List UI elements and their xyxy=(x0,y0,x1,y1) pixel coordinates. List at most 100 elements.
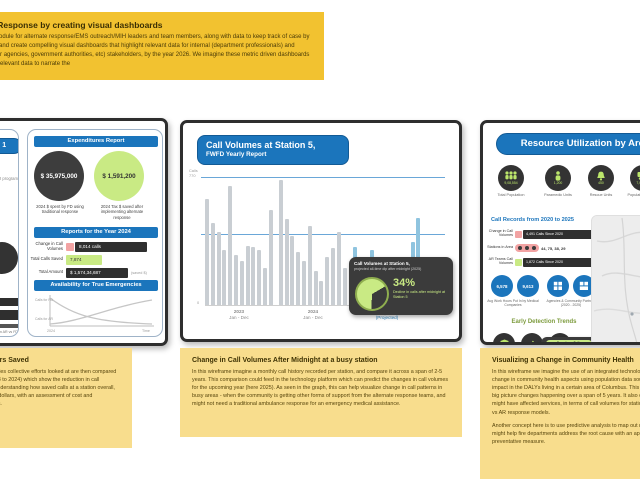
resource-header-pill: Resource Utilization by Area xyxy=(496,133,640,155)
decline-stat-caption: Decline in calls after midnight at Stati… xyxy=(393,290,446,299)
minichart-xright-label: Time xyxy=(142,329,150,333)
note-tax-body: The FD and partner agencies collective e… xyxy=(0,369,117,407)
bar xyxy=(319,281,324,305)
agencies-label: Agencies & Community Partners (2020 - 20… xyxy=(546,299,596,308)
bar-group-2024 xyxy=(278,180,347,305)
record-label: Stations in Area xyxy=(487,245,513,250)
call-volumes-title: Call Volumes at Station 5, xyxy=(206,140,316,150)
bar xyxy=(342,268,347,305)
stat-label-paramedic: Paramedic Units xyxy=(544,193,572,197)
minichart-ytop-label: Calls for FD xyxy=(35,298,53,302)
availability-banner: Availability for True Emergencies xyxy=(34,280,158,291)
people-icon xyxy=(505,171,517,180)
record-value: 4,491 Calls Since 2020 xyxy=(523,229,593,239)
dashboard1-bar2 xyxy=(0,310,18,320)
stat-label-population: Total Population xyxy=(497,193,525,197)
gridline-midnight-avg xyxy=(201,234,445,235)
stat-circle-served: 7,08,100 xyxy=(630,165,640,191)
bar xyxy=(278,180,283,305)
bar xyxy=(210,223,215,305)
report-row-total-amount: Total Amount $ 1,574,34,687 (saved $) xyxy=(30,267,147,278)
x-label-2023: 2023 Jan - Dec xyxy=(229,309,249,320)
wireframe-call-volumes[interactable]: Call Volumes at Station 5, FWFD Yearly R… xyxy=(180,120,462,342)
reports-banner: Reports for the Year 2024 xyxy=(34,227,158,238)
note-call-volumes[interactable]: Change in Call Volumes After Midnight at… xyxy=(180,348,462,437)
project-goal-note[interactable]: Alternate Response by creating visual da… xyxy=(0,12,324,80)
bell-icon xyxy=(597,171,605,181)
bar xyxy=(257,250,262,305)
detection-circle-substance xyxy=(521,333,543,342)
dashboard1-bar3 xyxy=(0,324,18,328)
record-value: 44, 75, 38, 29 xyxy=(541,245,566,251)
goal-note-body: A technology module for alternate respon… xyxy=(0,34,310,67)
row-suffix: (saved $) xyxy=(131,270,147,275)
bar xyxy=(251,247,256,305)
wireframe-resource-utilization[interactable]: Resource Utilization by Area 9,08,554 1,… xyxy=(480,120,640,345)
row-value: $ 1,574,34,687 xyxy=(66,267,128,278)
bar-group-2023 xyxy=(205,186,273,305)
bar xyxy=(233,255,238,305)
stat-circle-population: 9,08,554 xyxy=(498,165,524,191)
agencies-circle-2 xyxy=(573,275,595,297)
saved-circle-caption: 2024 Tax $ saved after implementing alte… xyxy=(100,204,144,220)
dashboard1-caption: metrics overview of AR program xyxy=(0,176,18,181)
note-tax-title: Efforts to Tax Dollars Saved xyxy=(0,357,29,364)
minichart-ybottom-label: Calls for AR xyxy=(35,317,53,321)
map-streets xyxy=(592,216,640,342)
call-records-heading: Call Records from 2020 to 2025 xyxy=(491,217,575,223)
hours-circle-2: 9,613 xyxy=(517,275,539,297)
hours-circle-1: 6,578 xyxy=(491,275,513,297)
blocks-icon xyxy=(579,281,588,290)
stat-label-rescue: Rescue Units xyxy=(589,193,613,197)
y-axis-label: Calls 770 xyxy=(189,168,198,178)
bar xyxy=(205,199,209,305)
pink-chip xyxy=(515,230,522,238)
bar xyxy=(307,226,312,305)
record-row-stations: Stations in Area 44, 75, 38, 29 xyxy=(485,243,565,253)
stat-circle-paramedic: 1,200 xyxy=(545,165,571,191)
note-health-title: Visualizing a Change in Community Health xyxy=(492,357,634,364)
wireframe-tax-dashboard[interactable]: Dashboard 1 metrics overview of AR progr… xyxy=(0,118,168,346)
x-label-2024: 2024 Jan - Dec xyxy=(303,309,323,320)
callout-subtitle: projected all-time dip after midnight (2… xyxy=(354,267,422,271)
bar xyxy=(313,271,318,305)
note-call-title: Change in Call Volumes After Midnight at… xyxy=(192,357,378,364)
bar xyxy=(301,261,306,305)
gridline-max xyxy=(201,177,445,178)
dashboard1-pie-shape xyxy=(0,242,18,274)
dashboard1-bar1 xyxy=(0,298,18,306)
bar xyxy=(290,236,295,305)
report-row-calls-saved: Total Calls Saved 7,874 xyxy=(30,254,102,265)
report-row-call-volumes: Change in Call Volumes 8,014 calls xyxy=(30,241,147,252)
bar xyxy=(216,232,221,305)
agencies-circle-1 xyxy=(547,275,569,297)
bar xyxy=(262,268,267,305)
row-value: 8,014 calls xyxy=(75,241,147,252)
record-value: 1,872 Calls Since 2020 xyxy=(523,257,593,267)
row-value: 7,874 xyxy=(66,254,102,265)
area-map xyxy=(591,215,640,342)
bar xyxy=(239,261,244,305)
record-row-ar-volumes: AR Teams Call Volumes 1,872 Calls Since … xyxy=(485,257,593,267)
bar xyxy=(325,257,330,305)
bar xyxy=(268,210,273,305)
spent-circle-caption: 2024 $ spent by FD using traditional res… xyxy=(36,204,84,215)
note-community-health[interactable]: Visualizing a Change in Community Health… xyxy=(480,348,640,479)
dashboard1-footnote: cost comparison AR vs FD xyxy=(0,330,18,334)
expenditures-card: Expenditures Report $ 35,975,000 $ 1,591… xyxy=(27,129,163,337)
stations-dots xyxy=(515,244,539,252)
medic-icon xyxy=(555,170,561,181)
note-tax-dollars[interactable]: Efforts to Tax Dollars Saved The FD and … xyxy=(0,348,132,448)
dashboard1-card: Dashboard 1 metrics overview of AR progr… xyxy=(0,129,19,337)
shield-icon xyxy=(500,339,508,342)
row-label: Change in Call Volumes xyxy=(35,241,63,251)
availability-line-chart: Calls for FD Calls for AR 2024 Time xyxy=(35,295,154,333)
call-volumes-header-pill: Call Volumes at Station 5, FWFD Yearly R… xyxy=(197,135,349,165)
green-chip xyxy=(515,258,522,266)
detection-circle-mental xyxy=(493,333,515,342)
bar xyxy=(330,248,335,305)
bar xyxy=(284,219,289,305)
goal-note-title: Alternate Response by creating visual da… xyxy=(0,20,163,30)
decline-stat: 34% xyxy=(393,277,416,289)
